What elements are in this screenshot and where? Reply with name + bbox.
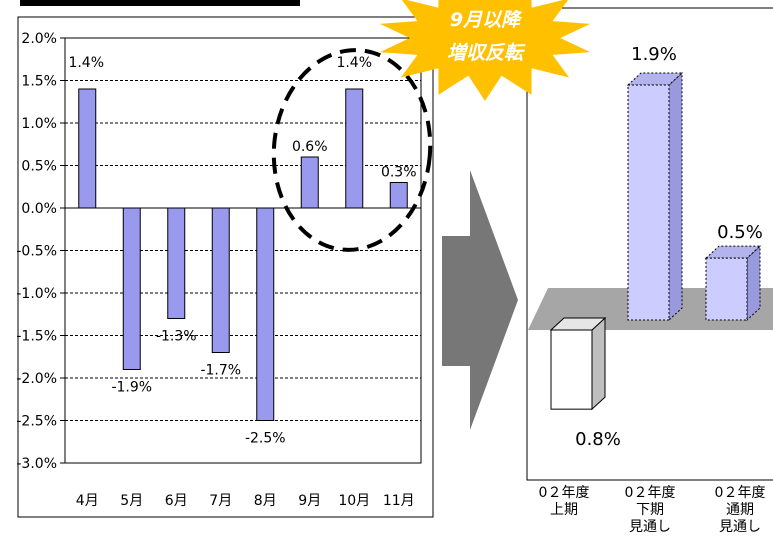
callout-line1: 9月以降 xyxy=(450,9,523,31)
category-label-line: 0２年度 xyxy=(539,485,590,501)
bar-side xyxy=(668,71,683,322)
y-tick-label: -0.5% xyxy=(16,244,57,260)
callout-line2: 増収反転 xyxy=(447,42,526,64)
bar-front xyxy=(705,257,748,321)
data-label: -2.5% xyxy=(245,431,286,447)
data-label: 0.3% xyxy=(381,165,417,181)
bar-front xyxy=(627,84,670,321)
x-category-label: 8月 xyxy=(254,493,277,509)
bar xyxy=(256,207,275,421)
bar-side xyxy=(746,245,761,322)
y-tick-label: -3.0% xyxy=(16,456,57,472)
x-category-label: 9月 xyxy=(298,493,321,509)
bar-side xyxy=(591,316,606,411)
x-category-label: 4月 xyxy=(76,493,99,509)
y-tick-label: -2.5% xyxy=(16,414,57,430)
x-category-label: 11月 xyxy=(383,493,415,509)
bar-front xyxy=(550,329,593,410)
data-label: -1.9% xyxy=(111,380,152,396)
data-label: -1.3% xyxy=(156,329,197,345)
transition-arrow xyxy=(442,170,518,430)
data-label: 0.8% xyxy=(575,429,621,450)
category-label-line: 0２年度 xyxy=(715,485,766,501)
right-bars xyxy=(549,71,762,411)
highlight-ellipse xyxy=(271,48,433,252)
data-label: 1.4% xyxy=(336,55,372,71)
bar xyxy=(389,182,408,209)
right-data-labels: 0.8% 1.9% 0.5% xyxy=(575,44,763,450)
bar xyxy=(122,207,141,370)
y-tick-label: 0.5% xyxy=(21,159,57,175)
left-y-tick-labels: 2.0% 1.5% 1.0% 0.5% 0.0% -0.5% -1.0% -1.5% -2.0%… xyxy=(16,31,57,472)
data-label: 1.4% xyxy=(68,55,104,71)
data-label: 0.5% xyxy=(717,222,763,243)
y-tick-label: -1.5% xyxy=(16,329,57,345)
category-label-line: 見通し xyxy=(719,519,761,535)
callout-starburst: 9月以降 増収反転 xyxy=(379,0,591,101)
bar-top xyxy=(626,72,684,86)
category-label-line: 上期 xyxy=(550,502,578,518)
title-fragment xyxy=(20,0,300,6)
x-category-label: 10月 xyxy=(338,493,370,509)
y-tick-label: -1.0% xyxy=(16,286,57,302)
bar-top xyxy=(704,245,762,259)
left-x-category-labels: 4月 5月 6月 7月 8月 9月 10月 11月 xyxy=(76,493,415,509)
y-tick-label: 1.0% xyxy=(21,116,57,132)
bar xyxy=(78,88,97,209)
data-label: -1.7% xyxy=(200,363,241,379)
y-tick-label: -2.0% xyxy=(16,371,57,387)
left-bars xyxy=(78,88,408,421)
x-category-label: 7月 xyxy=(209,493,232,509)
category-label-line: 下期 xyxy=(636,502,664,518)
category-label-line: 通期 xyxy=(726,502,754,518)
bar xyxy=(300,156,319,209)
y-tick-label: 1.5% xyxy=(21,74,57,90)
y-tick-label: 2.0% xyxy=(21,31,57,47)
bar xyxy=(167,207,186,319)
category-label-line: 見通し xyxy=(629,519,671,535)
left-data-labels: 1.4% -1.9% -1.3% -1.7% -2.5% 0.6% 1.4% 0.3% xyxy=(68,55,416,447)
x-category-label: 5月 xyxy=(120,493,143,509)
category-label-line: 0２年度 xyxy=(625,485,676,501)
x-category-label: 6月 xyxy=(165,493,188,509)
y-tick-label: 0.0% xyxy=(21,201,57,217)
bar xyxy=(345,88,364,209)
data-label: 1.9% xyxy=(631,44,677,65)
bar xyxy=(211,207,230,353)
data-label: 0.6% xyxy=(292,139,328,155)
